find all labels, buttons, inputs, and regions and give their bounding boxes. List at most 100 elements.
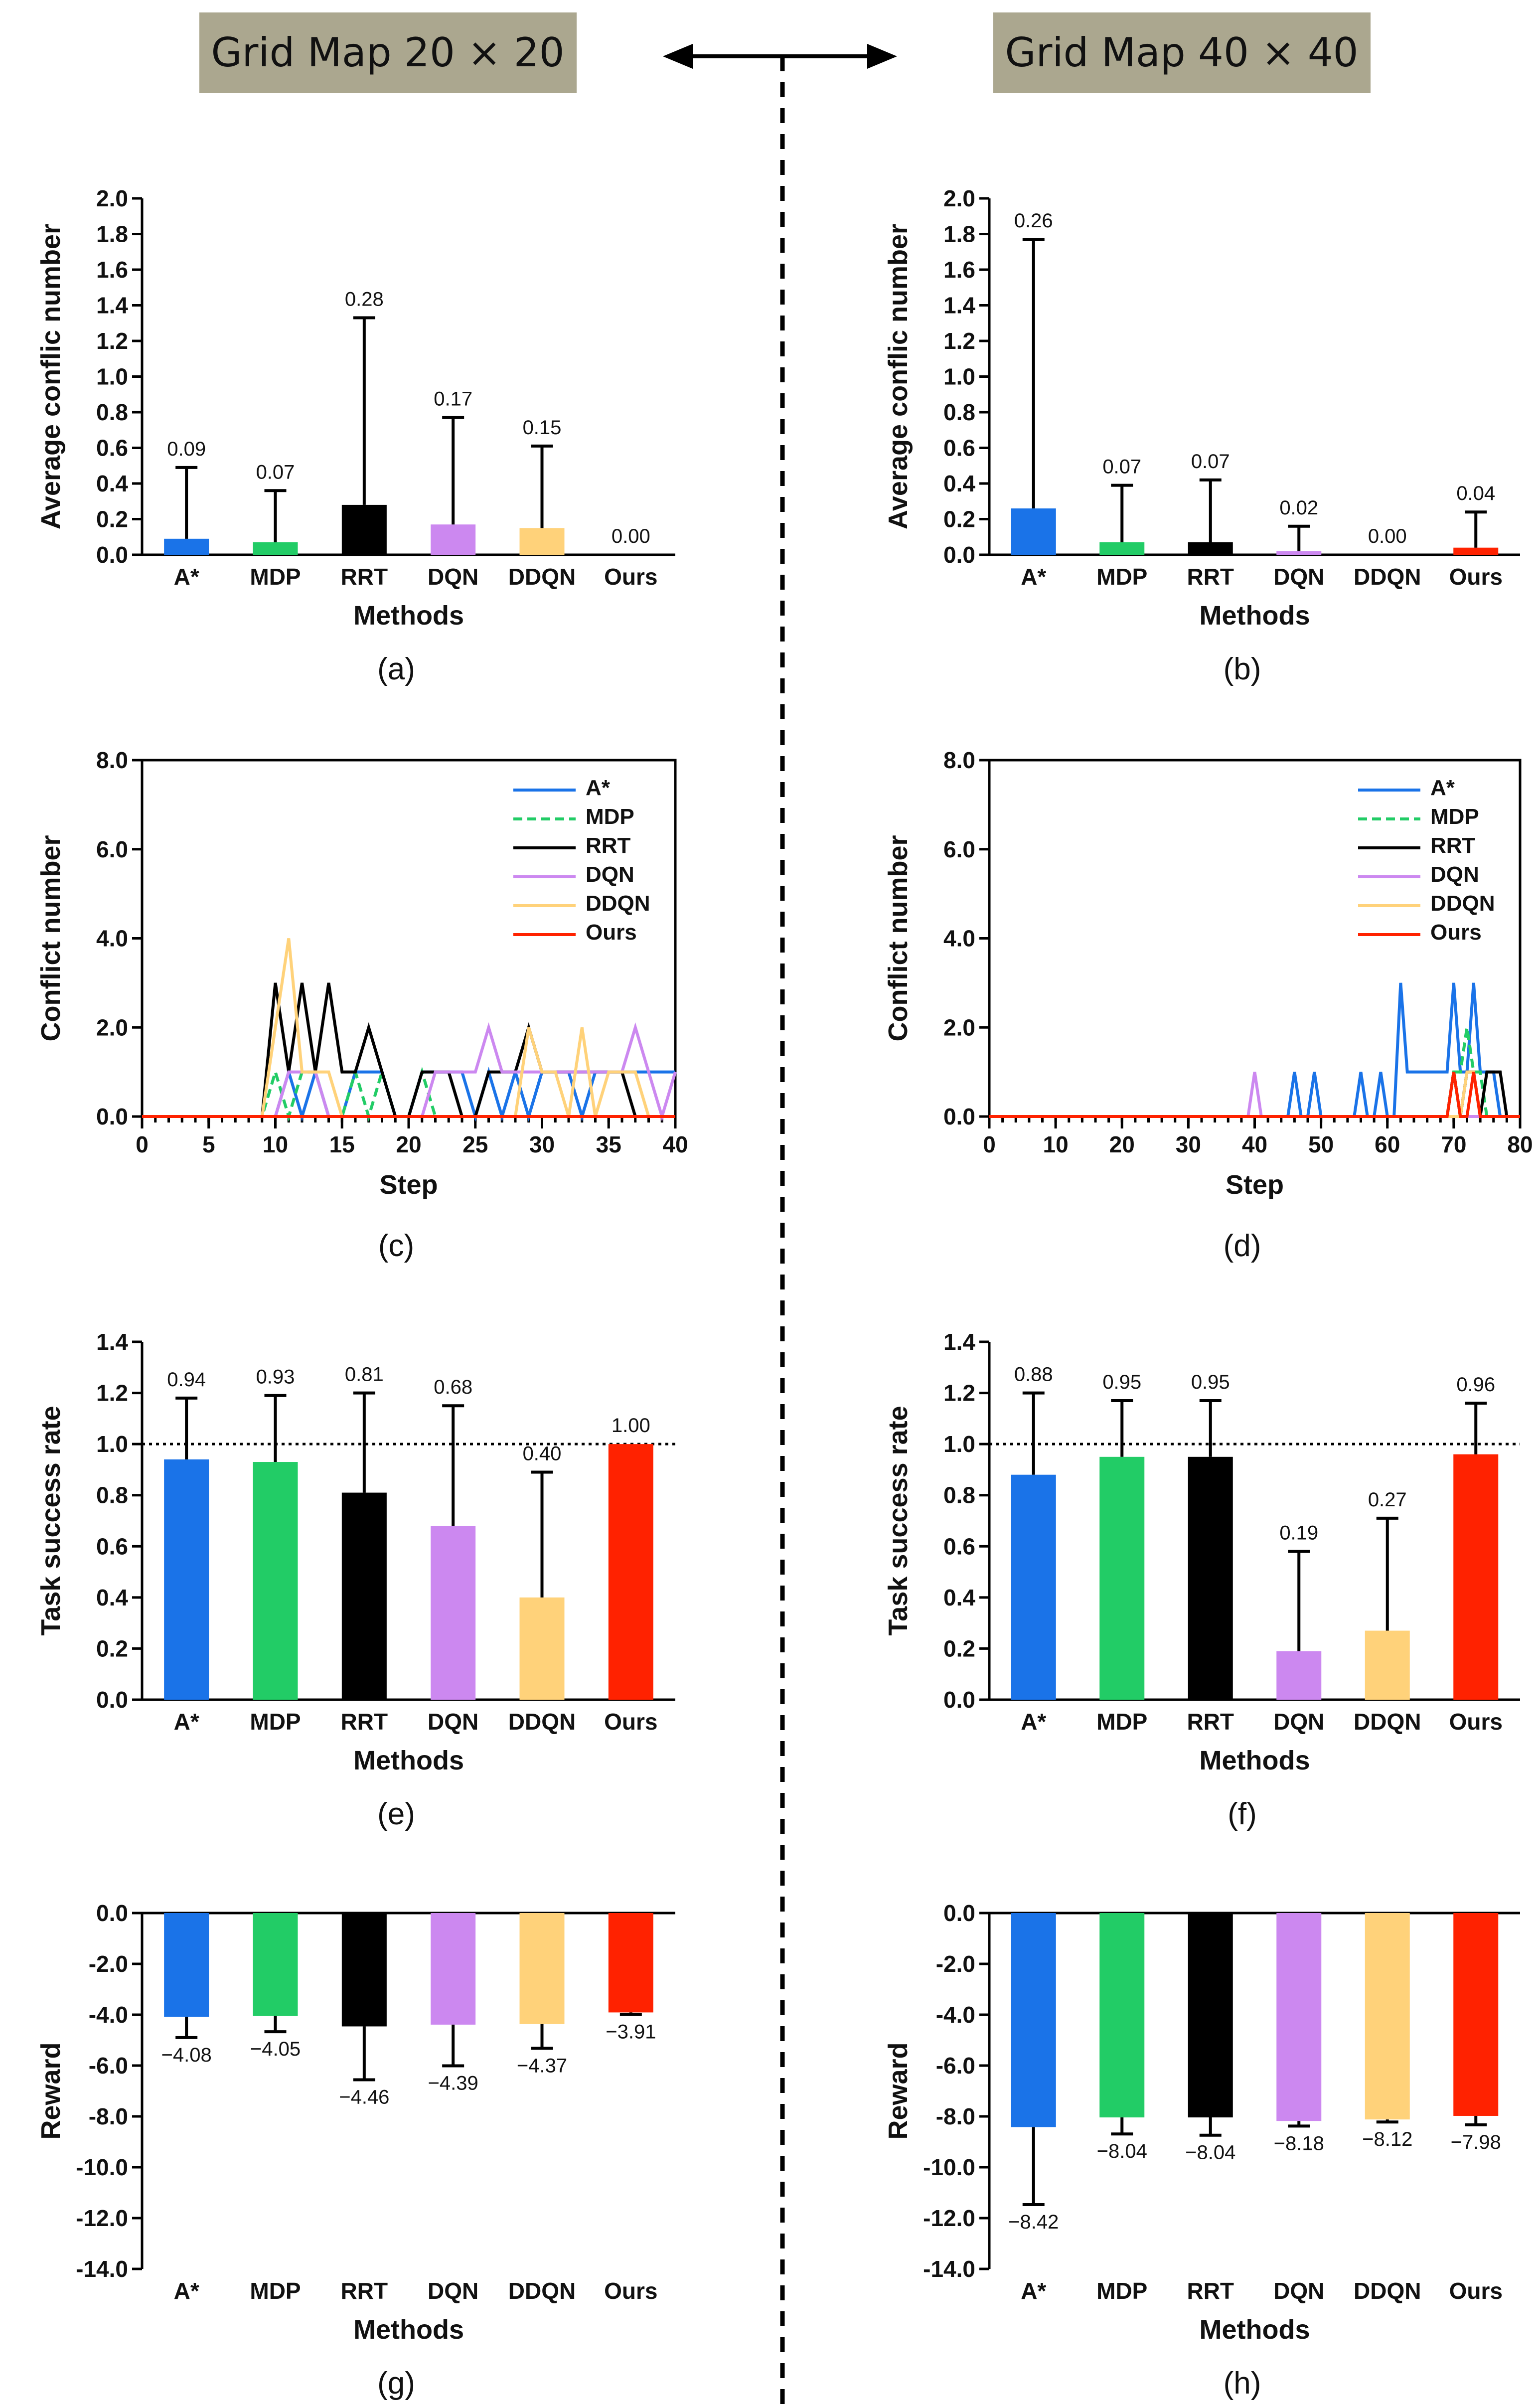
data-label: 0.95 bbox=[1102, 1371, 1141, 1393]
right-title-box bbox=[993, 12, 1371, 93]
y-tick-label: 0.0 bbox=[96, 542, 128, 568]
chart-g: 0.0 -2.0 -4.0 -6.0 -8.0 -10.0 -12.0 -14.0 −4.08 A… bbox=[36, 1900, 675, 2401]
x-tick-label: 20 bbox=[1109, 1131, 1135, 1157]
data-label: 0.27 bbox=[1368, 1489, 1407, 1511]
x-axis-title: Methods bbox=[1200, 1746, 1310, 1775]
y-tick-label: 1.6 bbox=[96, 257, 128, 283]
x-tick-label: A* bbox=[1021, 2278, 1046, 2304]
y-tick-label: 0.0 bbox=[943, 1104, 975, 1129]
x-axis-title: Methods bbox=[1200, 601, 1310, 631]
x-tick-label: Ours bbox=[604, 1709, 657, 1735]
chart-h: 0.0 -2.0 -4.0 -6.0 -8.0 -10.0 -12.0 -14.0 −8.42 A… bbox=[883, 1900, 1520, 2401]
x-tick-label: 0 bbox=[983, 1131, 996, 1157]
y-tick-label: -14.0 bbox=[923, 2256, 975, 2282]
x-axis-title: Step bbox=[1226, 1170, 1284, 1200]
x-tick-label: 30 bbox=[1176, 1131, 1201, 1157]
x-tick-label: MDP bbox=[1096, 564, 1147, 590]
bar-mdp bbox=[253, 1462, 298, 1700]
y-tick-label: 8.0 bbox=[96, 747, 128, 773]
x-tick-label: MDP bbox=[1096, 1709, 1147, 1735]
data-label: 0.96 bbox=[1456, 1374, 1495, 1396]
bar-dqn bbox=[431, 524, 476, 555]
chart-c: 0.0 2.0 4.0 6.0 8.0 0 5 10 15 20 25 30 35 40 A* MDP RRT D… bbox=[36, 747, 688, 1263]
y-tick-label: 0.0 bbox=[943, 1900, 975, 1926]
x-tick-label: DDQN bbox=[508, 1709, 576, 1735]
data-label: −8.12 bbox=[1362, 2128, 1412, 2150]
x-tick-label: 70 bbox=[1441, 1131, 1466, 1157]
panel-label: (b) bbox=[1224, 652, 1261, 686]
data-label: 0.15 bbox=[523, 417, 562, 439]
series-line-ddqn bbox=[142, 938, 675, 1118]
x-tick-label: A* bbox=[174, 1709, 199, 1735]
series-line-dqn bbox=[989, 1072, 1520, 1118]
x-tick-label: 50 bbox=[1308, 1131, 1334, 1157]
y-tick-label: 0.0 bbox=[96, 1900, 128, 1926]
panel-label: (a) bbox=[377, 652, 415, 686]
y-tick-label: -2.0 bbox=[936, 1951, 975, 1977]
y-tick-label: 2.0 bbox=[96, 185, 128, 211]
y-tick-label: 1.4 bbox=[96, 1329, 128, 1355]
y-tick-label: 1.8 bbox=[943, 221, 975, 247]
y-tick-label: 2.0 bbox=[96, 1014, 128, 1040]
bar-dqn bbox=[1276, 1651, 1322, 1700]
data-label: 0.81 bbox=[345, 1364, 384, 1386]
bar-rrt bbox=[341, 504, 387, 555]
x-tick-label: MDP bbox=[250, 564, 301, 590]
bar-mdp bbox=[1099, 1456, 1145, 1700]
chart-f: 0.0 0.2 0.4 0.6 0.8 1.0 1.2 1.4 0.88 A* 0.95 MDP 0.9… bbox=[883, 1329, 1520, 1831]
data-label: 0.19 bbox=[1279, 1522, 1318, 1544]
data-label: 0.04 bbox=[1456, 482, 1495, 504]
y-tick-label: 0.0 bbox=[96, 1687, 128, 1713]
y-tick-label: 2.0 bbox=[943, 185, 975, 211]
x-axis-title: Methods bbox=[1200, 2315, 1310, 2345]
y-tick-label: 0.6 bbox=[96, 1533, 128, 1559]
data-label: −4.46 bbox=[339, 2086, 389, 2108]
y-tick-label: 0.0 bbox=[96, 1104, 128, 1129]
data-label: −4.39 bbox=[428, 2073, 478, 2094]
data-label: 0.07 bbox=[256, 461, 295, 483]
y-tick-label: 2.0 bbox=[943, 1014, 975, 1040]
y-tick-label: 1.2 bbox=[96, 328, 128, 354]
y-axis-title: Average conflic number bbox=[883, 224, 913, 529]
panel-label: (d) bbox=[1224, 1229, 1261, 1263]
x-tick-label: MDP bbox=[250, 2278, 301, 2304]
x-axis-title: Methods bbox=[353, 601, 464, 631]
y-tick-label: -6.0 bbox=[936, 2053, 975, 2079]
x-tick-label: 35 bbox=[596, 1131, 621, 1157]
y-tick-label: 0.4 bbox=[96, 1585, 128, 1610]
bar-ddqn bbox=[519, 528, 565, 555]
y-tick-label: -14.0 bbox=[76, 2256, 128, 2282]
data-label: 0.88 bbox=[1014, 1364, 1053, 1386]
data-label: 0.28 bbox=[345, 289, 384, 311]
x-tick-label: RRT bbox=[1187, 564, 1234, 590]
series-line-rrt bbox=[142, 982, 675, 1118]
y-tick-label: 0.2 bbox=[96, 506, 128, 532]
y-tick-label: 0.6 bbox=[943, 1533, 975, 1559]
x-tick-label: DQN bbox=[1273, 2278, 1324, 2304]
y-tick-label: 0.2 bbox=[96, 1635, 128, 1661]
y-axis-title: Average conflic number bbox=[36, 224, 66, 529]
y-tick-label: 0.2 bbox=[943, 506, 975, 532]
data-label: 0.93 bbox=[256, 1366, 295, 1388]
x-tick-label: RRT bbox=[341, 564, 388, 590]
data-label: −4.08 bbox=[161, 2044, 212, 2066]
data-label: −4.05 bbox=[250, 2038, 301, 2060]
panel-label: (e) bbox=[377, 1797, 415, 1831]
legend-label: DDQN bbox=[586, 891, 650, 916]
y-tick-label: -6.0 bbox=[89, 2053, 128, 2079]
y-tick-label: 0.6 bbox=[96, 435, 128, 461]
y-tick-label: -10.0 bbox=[923, 2154, 975, 2180]
x-tick-label: MDP bbox=[250, 1709, 301, 1735]
x-tick-label: DQN bbox=[428, 2278, 478, 2304]
bar-rrt bbox=[341, 1913, 387, 2027]
bar-dqn bbox=[1276, 1913, 1322, 2121]
bar-ddqn bbox=[519, 1597, 565, 1700]
bar-a-star bbox=[164, 538, 209, 555]
chart-d: 0.0 2.0 4.0 6.0 8.0 0 10 20 30 40 50 60 70 80 A* MDP RRT… bbox=[883, 747, 1533, 1263]
bar-ours bbox=[1453, 1454, 1499, 1700]
data-label: 0.26 bbox=[1014, 210, 1053, 232]
bar-mdp bbox=[253, 542, 298, 555]
legend-label: DQN bbox=[1430, 862, 1479, 887]
bar-ddqn bbox=[1365, 1913, 1410, 2120]
data-label: −4.37 bbox=[517, 2055, 567, 2077]
